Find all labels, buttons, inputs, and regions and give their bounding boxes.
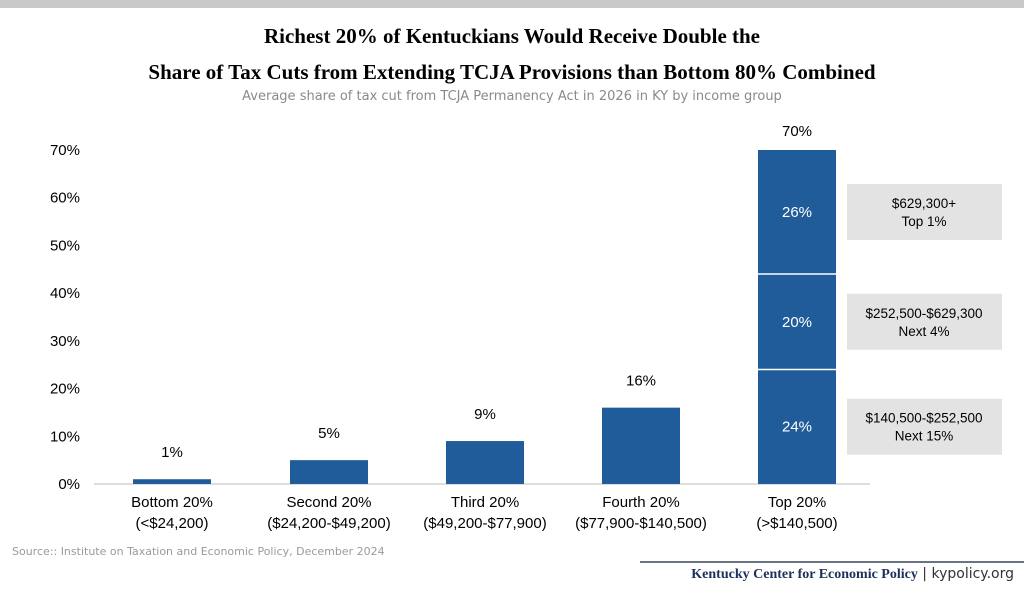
- x-category-label: Bottom 20%: [131, 494, 213, 511]
- bar: [446, 441, 524, 484]
- x-category-label: Second 20%: [286, 494, 371, 511]
- bar-value-label: 16%: [626, 373, 656, 390]
- y-tick-label: 0%: [58, 476, 80, 493]
- stacked-segment: [758, 150, 836, 275]
- x-category-range: (>$140,500): [756, 515, 837, 532]
- stacked-segment: [758, 369, 836, 484]
- annotation-income-range: $252,500-$629,300: [865, 306, 982, 321]
- annotation-box: [847, 293, 1002, 350]
- annotation-group: Next 15%: [895, 429, 954, 444]
- chart-title-line-1: Richest 20% of Kentuckians Would Receive…: [263, 24, 761, 48]
- y-tick-label: 20%: [50, 381, 80, 398]
- annotation-box: [847, 398, 1002, 455]
- x-category-range: ($24,200-$49,200): [267, 515, 390, 532]
- org-name: Kentucky Center for Economic Policy: [691, 567, 918, 582]
- x-category-range: ($49,200-$77,900): [423, 515, 546, 532]
- y-tick-label: 50%: [50, 237, 80, 254]
- footer-rule: [640, 561, 1024, 563]
- segment-value-label: 24%: [782, 419, 812, 436]
- x-category-range: ($77,900-$140,500): [575, 515, 707, 532]
- y-tick-label: 10%: [50, 428, 80, 445]
- x-category-label: Third 20%: [451, 494, 519, 511]
- chart-title-line-2: Share of Tax Cuts from Extending TCJA Pr…: [148, 60, 876, 84]
- chart-subtitle: Average share of tax cut from TCJA Perma…: [242, 89, 782, 104]
- website-link[interactable]: kypolicy.org: [931, 566, 1014, 582]
- y-tick-label: 60%: [50, 190, 80, 207]
- footer-separator: |: [917, 566, 932, 582]
- y-tick-label: 70%: [50, 142, 80, 159]
- x-category-range: (<$24,200): [136, 515, 209, 532]
- source-note: Source:: Institute on Taxation and Econo…: [12, 545, 385, 558]
- y-tick-label: 30%: [50, 333, 80, 350]
- x-category-label: Fourth 20%: [602, 494, 680, 511]
- bar: [602, 407, 680, 484]
- footer-branding: Kentucky Center for Economic Policy | ky…: [691, 565, 1014, 583]
- bar-value-label: 70%: [782, 123, 812, 140]
- bar-value-label: 9%: [474, 406, 496, 423]
- bar-value-label: 5%: [318, 425, 340, 442]
- bar: [133, 479, 211, 484]
- annotation-group: Top 1%: [901, 214, 946, 229]
- annotation-box: [847, 184, 1002, 241]
- segment-value-label: 26%: [782, 204, 812, 221]
- x-category-label: Top 20%: [768, 494, 826, 511]
- bar-value-label: 1%: [161, 444, 183, 461]
- segment-value-label: 20%: [782, 314, 812, 331]
- annotation-group: Next 4%: [898, 324, 949, 339]
- annotation-income-range: $140,500-$252,500: [865, 411, 982, 426]
- annotation-income-range: $629,300+: [892, 196, 956, 211]
- stacked-segment: [758, 274, 836, 370]
- y-tick-label: 40%: [50, 285, 80, 302]
- bar: [290, 460, 368, 484]
- top-band: [0, 0, 1024, 8]
